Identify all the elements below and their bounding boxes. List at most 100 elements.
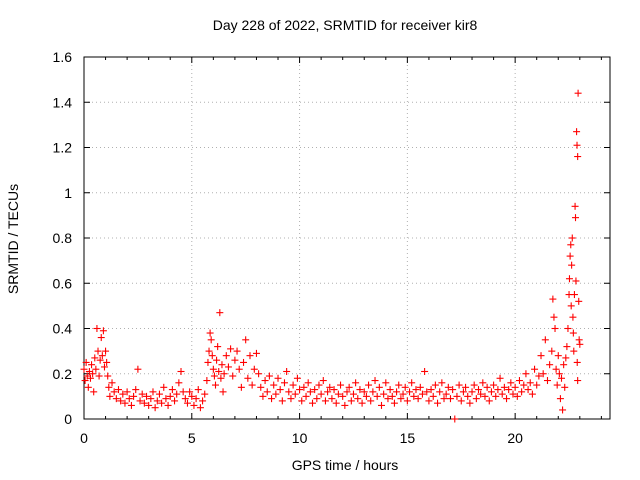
data-point bbox=[459, 388, 467, 396]
data-point bbox=[395, 381, 403, 389]
data-point bbox=[556, 395, 564, 403]
data-point bbox=[268, 395, 276, 403]
data-point bbox=[522, 370, 530, 378]
data-point bbox=[549, 295, 557, 303]
data-point bbox=[125, 395, 133, 403]
data-point bbox=[244, 374, 252, 382]
data-point bbox=[341, 401, 349, 409]
data-point bbox=[520, 381, 528, 389]
data-point bbox=[82, 358, 90, 366]
data-point bbox=[509, 390, 517, 398]
data-point bbox=[345, 383, 353, 391]
data-point bbox=[206, 329, 214, 337]
data-point bbox=[573, 128, 581, 136]
data-point bbox=[96, 356, 104, 364]
data-point bbox=[513, 392, 521, 400]
data-point bbox=[296, 386, 304, 394]
data-point bbox=[401, 383, 409, 391]
data-point bbox=[369, 388, 377, 396]
data-point bbox=[143, 392, 151, 400]
data-point bbox=[410, 392, 418, 400]
data-point bbox=[358, 399, 366, 407]
data-point bbox=[462, 383, 470, 391]
data-point bbox=[114, 386, 122, 394]
data-point bbox=[270, 381, 278, 389]
y-tick-label: 0 bbox=[64, 411, 72, 427]
data-point bbox=[377, 401, 385, 409]
data-point bbox=[524, 386, 532, 394]
data-point bbox=[123, 388, 131, 396]
data-point bbox=[470, 381, 478, 389]
data-point bbox=[500, 383, 508, 391]
data-point bbox=[160, 383, 168, 391]
data-point bbox=[505, 386, 513, 394]
data-point bbox=[215, 367, 223, 375]
data-point bbox=[276, 386, 284, 394]
data-point bbox=[367, 397, 375, 405]
data-point bbox=[449, 386, 457, 394]
data-point bbox=[537, 352, 545, 360]
data-point bbox=[95, 372, 103, 380]
data-point bbox=[559, 406, 567, 414]
data-point bbox=[423, 388, 431, 396]
data-point bbox=[464, 392, 472, 400]
data-point bbox=[431, 381, 439, 389]
data-point bbox=[88, 361, 96, 369]
data-point bbox=[334, 390, 342, 398]
data-point bbox=[560, 361, 568, 369]
data-point bbox=[347, 397, 355, 405]
data-point bbox=[526, 379, 534, 387]
data-point bbox=[518, 388, 526, 396]
y-tick-label: 0.6 bbox=[53, 275, 73, 291]
data-point bbox=[352, 379, 360, 387]
y-tick-labels: 0 0.2 0.4 0.6 0.8 1 1.2 1.4 1.6 bbox=[53, 49, 73, 427]
data-point bbox=[569, 329, 577, 337]
data-point bbox=[561, 383, 569, 391]
y-tick-label: 0.2 bbox=[53, 366, 73, 382]
data-point bbox=[427, 386, 435, 394]
data-point bbox=[528, 390, 536, 398]
data-point bbox=[272, 390, 280, 398]
data-point bbox=[168, 386, 176, 394]
data-point bbox=[179, 388, 187, 396]
data-point bbox=[93, 325, 101, 332]
data-point bbox=[86, 374, 94, 382]
data-point bbox=[201, 390, 209, 398]
axis-ticks bbox=[83, 56, 610, 420]
data-point bbox=[92, 365, 100, 373]
data-point bbox=[360, 388, 368, 396]
data-point bbox=[451, 415, 459, 423]
data-point bbox=[265, 372, 273, 380]
data-point bbox=[371, 377, 379, 385]
data-point bbox=[105, 383, 113, 391]
data-point bbox=[140, 399, 148, 407]
data-point bbox=[259, 392, 267, 400]
data-point bbox=[403, 397, 411, 405]
data-point bbox=[186, 388, 194, 396]
data-point bbox=[293, 374, 301, 382]
data-point bbox=[311, 386, 319, 394]
data-point bbox=[162, 395, 170, 403]
data-point bbox=[237, 383, 245, 391]
data-point bbox=[539, 370, 547, 378]
data-point bbox=[132, 386, 140, 394]
data-point bbox=[127, 401, 135, 409]
data-point bbox=[106, 392, 114, 400]
data-point bbox=[231, 356, 239, 364]
x-tick-label: 20 bbox=[507, 430, 523, 446]
data-point bbox=[298, 397, 306, 405]
y-tick-label: 1 bbox=[64, 185, 72, 201]
y-axis-label: SRMTID / TECUs bbox=[5, 184, 21, 294]
data-point bbox=[384, 395, 392, 403]
data-point bbox=[117, 397, 125, 405]
data-point bbox=[242, 336, 250, 344]
data-point bbox=[280, 379, 288, 387]
data-point bbox=[444, 383, 452, 391]
data-point bbox=[209, 365, 217, 373]
data-point bbox=[218, 361, 226, 369]
data-point bbox=[567, 241, 575, 249]
data-point bbox=[255, 370, 263, 378]
data-point bbox=[574, 89, 582, 97]
data-point bbox=[285, 388, 293, 396]
data-point bbox=[487, 388, 495, 396]
